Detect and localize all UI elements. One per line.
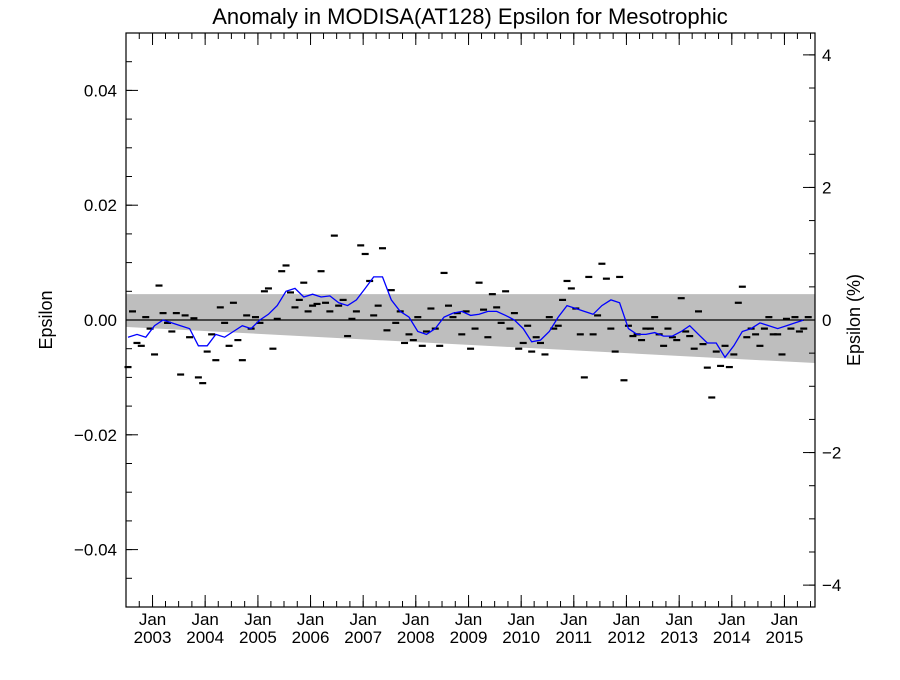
smoothed-anomaly-line xyxy=(127,276,805,359)
monthly-anomaly-markers xyxy=(124,234,812,399)
x-tick-month-label: Jan xyxy=(402,610,429,629)
uncertainty-band xyxy=(126,294,815,364)
x-tick-year-label: 2014 xyxy=(713,628,751,647)
x-tick-month-label: Jan xyxy=(455,610,482,629)
y-left-tick-label: −0.04 xyxy=(74,541,117,560)
y-left-tick-label: 0.04 xyxy=(84,81,117,100)
x-tick-year-label: 2006 xyxy=(292,628,330,647)
x-tick-year-label: 2009 xyxy=(450,628,488,647)
x-tick-year-label: 2003 xyxy=(134,628,172,647)
chart-title: Anomaly in MODISA(AT128) Epsilon for Mes… xyxy=(212,4,728,29)
x-tick-year-label: 2007 xyxy=(344,628,382,647)
axes-layer: 0.040.020.00−0.02−0.04420−2−4Jan2003Jan2… xyxy=(74,32,841,647)
x-tick-year-label: 2012 xyxy=(608,628,646,647)
x-tick-month-label: Jan xyxy=(244,610,271,629)
x-tick-month-label: Jan xyxy=(613,610,640,629)
smoothed-anomaly-line-layer xyxy=(127,276,805,359)
x-tick-year-label: 2008 xyxy=(397,628,435,647)
x-tick-month-label: Jan xyxy=(297,610,324,629)
x-tick-month-label: Jan xyxy=(771,610,798,629)
y-right-tick-label: −2 xyxy=(822,444,841,463)
x-tick-month-label: Jan xyxy=(139,610,166,629)
x-tick-year-label: 2015 xyxy=(766,628,804,647)
x-tick-month-label: Jan xyxy=(191,610,218,629)
y-right-tick-label: 4 xyxy=(822,46,831,65)
confidence-band-layer xyxy=(126,294,815,364)
x-tick-month-label: Jan xyxy=(349,610,376,629)
y-axis-label-left: Epsilon xyxy=(36,290,56,349)
y-right-tick-label: 0 xyxy=(822,311,831,330)
x-tick-year-label: 2004 xyxy=(186,628,224,647)
x-tick-month-label: Jan xyxy=(718,610,745,629)
y-left-tick-label: 0.02 xyxy=(84,196,117,215)
x-tick-year-label: 2011 xyxy=(556,628,593,647)
x-tick-month-label: Jan xyxy=(507,610,534,629)
x-tick-year-label: 2010 xyxy=(502,628,540,647)
x-tick-year-label: 2005 xyxy=(239,628,277,647)
y-right-tick-label: 2 xyxy=(822,178,831,197)
x-tick-month-label: Jan xyxy=(560,610,587,629)
x-tick-year-label: 2013 xyxy=(660,628,698,647)
y-left-tick-label: −0.02 xyxy=(74,426,117,445)
x-tick-month-label: Jan xyxy=(665,610,692,629)
y-right-tick-label: −4 xyxy=(822,576,841,595)
y-left-tick-label: 0.00 xyxy=(84,311,117,330)
y-axis-label-right: Epsilon (%) xyxy=(844,274,864,366)
